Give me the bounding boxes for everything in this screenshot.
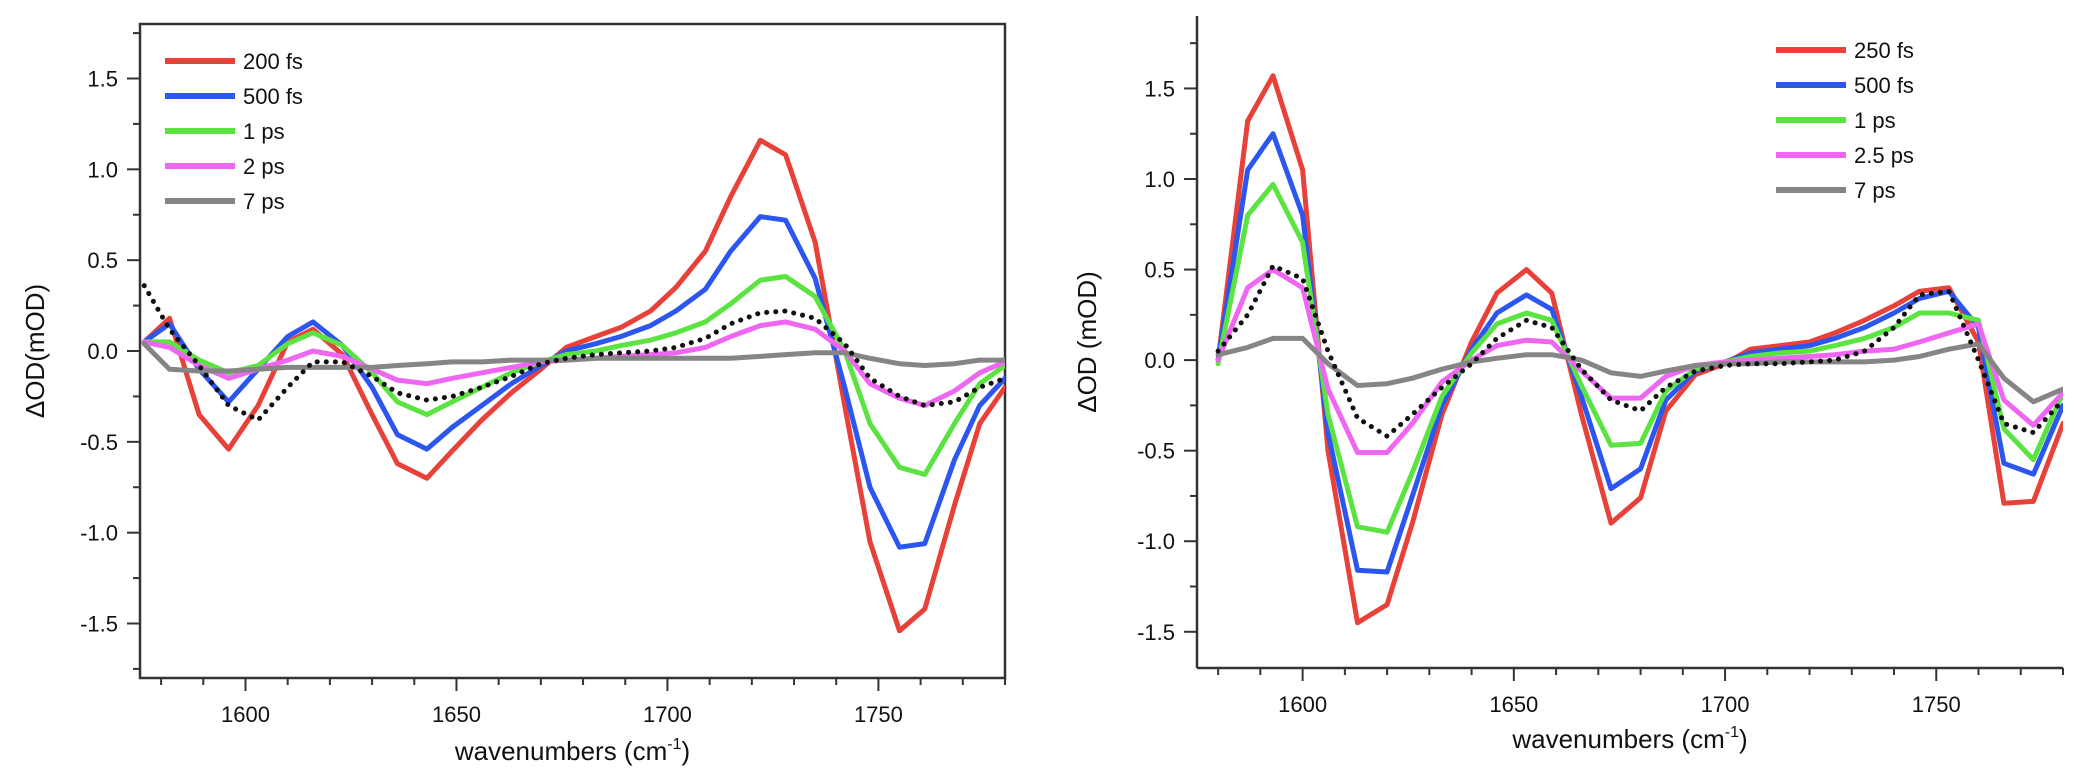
- series-line-1-ps: [1215, 181, 2063, 535]
- series-group: [1215, 73, 2063, 626]
- y-tick-label: -1.0: [80, 521, 118, 546]
- y-axis-title: ΔOD(mOD): [20, 284, 50, 418]
- y-tick-label: 1.0: [87, 157, 118, 182]
- x-axis-title: wavenumbers (cm-1): [1511, 724, 1747, 754]
- legend-label-1-ps: 1 ps: [1854, 108, 1896, 133]
- left-spectrum-panel: 1600 1650 1700 1750 -1.5 -1.0 -0.5 0.0 0.5 1.0 1.5…: [20, 22, 1007, 766]
- x-axis-title-main: wavenumbers (cm: [1511, 724, 1724, 754]
- x-axis-title: wavenumbers (cm-1): [454, 736, 690, 766]
- series-line-2-5-ps: [1215, 267, 2063, 455]
- y-tick-label: -1.5: [1137, 620, 1175, 645]
- x-axis-title-end: ): [681, 736, 690, 766]
- y-axis-title: ΔOD (mOD): [1072, 271, 1102, 413]
- x-tick-label: 1650: [432, 702, 481, 727]
- legend-label-200-fs: 200 fs: [243, 49, 303, 74]
- series-line-2-ps: [141, 319, 1005, 408]
- x-tick-label: 1650: [1489, 692, 1538, 717]
- y-tick-label: 1.5: [87, 67, 118, 92]
- legend-label-2-ps: 2 ps: [243, 154, 285, 179]
- right-spectrum-panel: 1600 1650 1700 1750 -1.5 -1.0 -0.5 0.0 0.5 1.0 1.5…: [1072, 16, 2064, 754]
- y-tick-label: 0.0: [1144, 348, 1175, 373]
- series-group: [141, 137, 1005, 634]
- legend-label-2-5-ps: 2.5 ps: [1854, 143, 1914, 168]
- legend-label-250-fs: 250 fs: [1854, 38, 1914, 63]
- series-line-1-ps: [141, 274, 1005, 477]
- x-axis-title-end: ): [1739, 724, 1748, 754]
- legend: 250 fs 500 fs 1 ps 2.5 ps 7 ps: [1776, 38, 1914, 203]
- x-tick-label: 1700: [1701, 692, 1750, 717]
- series-line-7-ps: [141, 341, 1005, 374]
- legend-label-7-ps: 7 ps: [243, 189, 285, 214]
- series-line-fit-dotted: [1215, 263, 2063, 439]
- series-line-500-fs: [141, 214, 1005, 550]
- y-tick-label: -0.5: [1137, 439, 1175, 464]
- x-axis-title-superscript: -1: [1725, 724, 1739, 741]
- series-line-500-fs: [1215, 131, 2063, 575]
- x-tick-label: 1700: [643, 702, 692, 727]
- x-axis-title-main: wavenumbers (cm: [454, 736, 667, 766]
- legend: 200 fs 500 fs 1 ps 2 ps 7 ps: [165, 49, 303, 214]
- y-tick-label: -0.5: [80, 430, 118, 455]
- x-axis-title-superscript: -1: [667, 736, 681, 753]
- legend-label-500-fs: 500 fs: [243, 84, 303, 109]
- series-line-7-ps: [1215, 335, 2063, 405]
- series-line-fit-dotted: [141, 283, 1005, 423]
- y-tick-label: 0.5: [1144, 258, 1175, 283]
- x-tick-label: 1750: [1912, 692, 1961, 717]
- legend-label-7-ps: 7 ps: [1854, 178, 1896, 203]
- y-tick-label: 1.0: [1144, 167, 1175, 192]
- legend-label-500-fs: 500 fs: [1854, 73, 1914, 98]
- x-tick-label: 1750: [854, 702, 903, 727]
- x-tick-label: 1600: [1278, 692, 1327, 717]
- y-tick-label: 1.5: [1144, 76, 1175, 101]
- legend-label-1-ps: 1 ps: [243, 119, 285, 144]
- series-line-250-fs: [1215, 73, 2063, 626]
- y-tick-label: -1.0: [1137, 529, 1175, 554]
- y-tick-label: -1.5: [80, 612, 118, 637]
- y-tick-label: 0.0: [87, 339, 118, 364]
- x-tick-label: 1600: [221, 702, 270, 727]
- y-tick-label: 0.5: [87, 248, 118, 273]
